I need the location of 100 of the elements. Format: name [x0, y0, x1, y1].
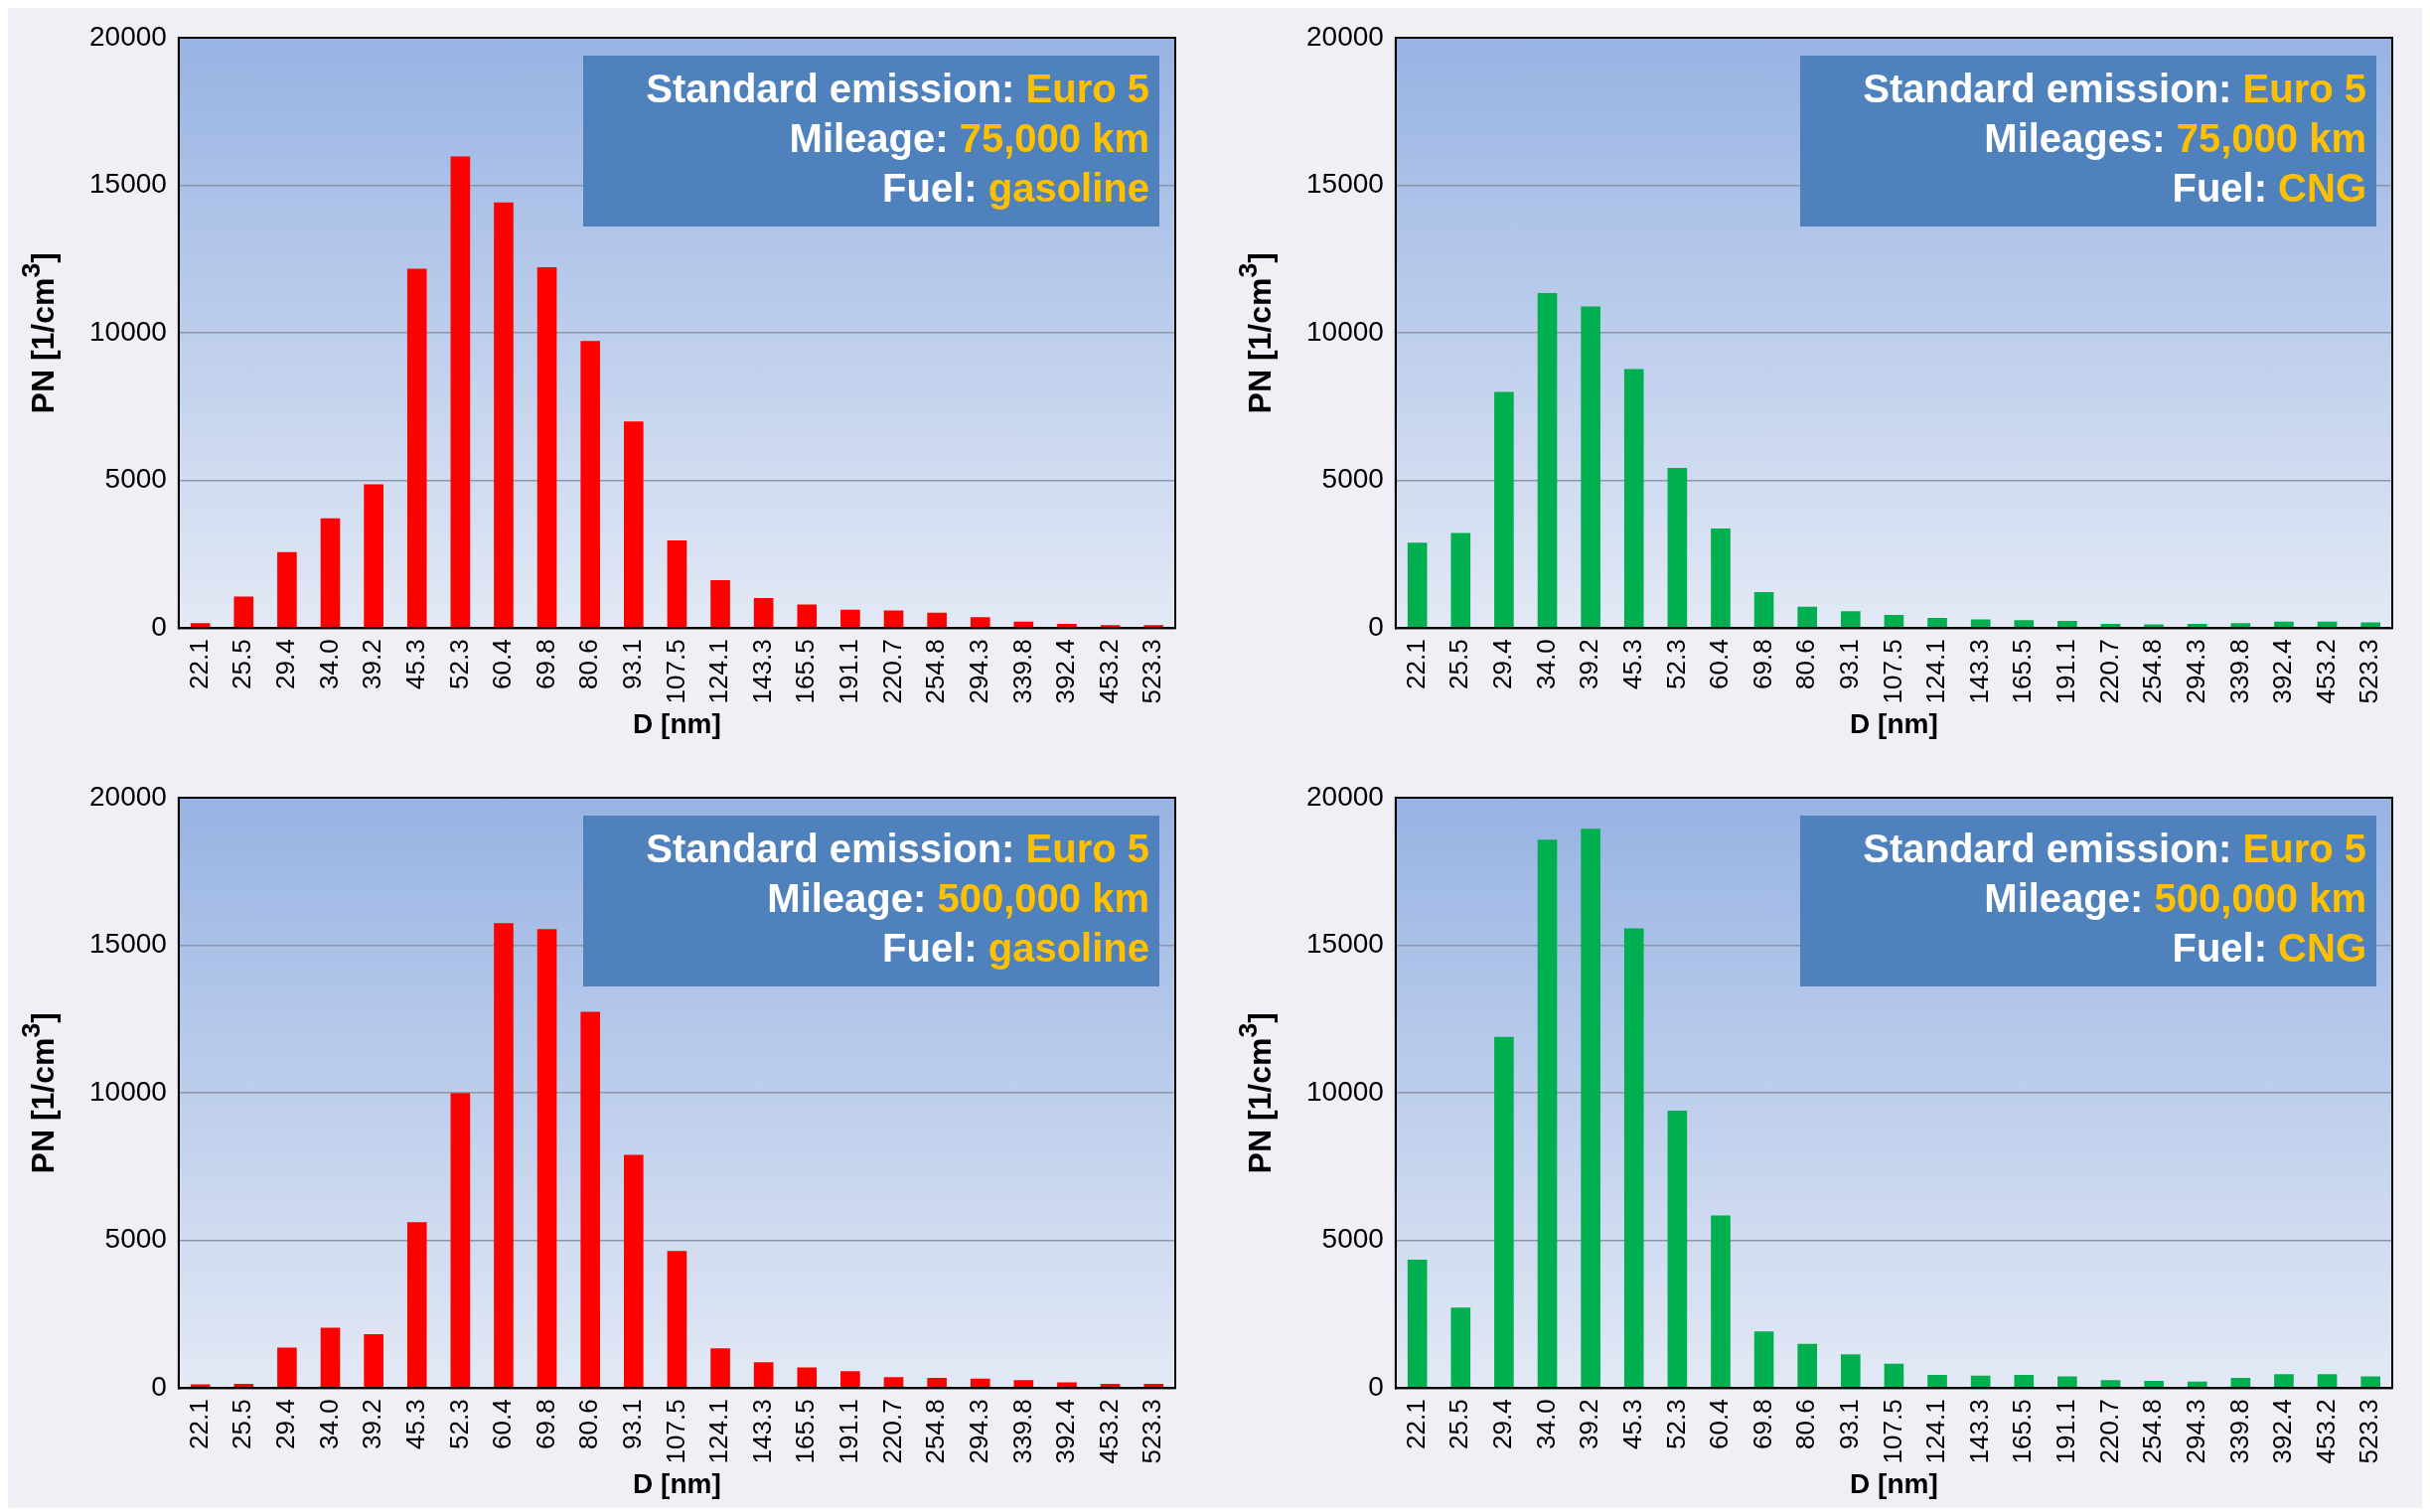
x-tick-label: 39.2 — [357, 1399, 387, 1449]
bar — [927, 1377, 947, 1388]
x-tick-label: 107.5 — [1877, 639, 1907, 704]
x-tick-label: 254.8 — [2137, 639, 2168, 704]
x-axis-title: D [nm] — [633, 1467, 721, 1499]
x-tick-label: 453.2 — [2310, 1399, 2341, 1464]
bar — [1970, 1375, 1991, 1388]
x-tick-label: 45.3 — [1616, 1399, 1647, 1449]
annotation: Mileages: 75,000 km — [1984, 116, 2366, 160]
bar — [624, 1154, 644, 1388]
x-tick-label: 191.1 — [834, 1399, 864, 1464]
x-tick-label: 22.1 — [1400, 1399, 1431, 1449]
x-tick-label: 124.1 — [1920, 639, 1951, 704]
x-tick-label: 124.1 — [1920, 1399, 1951, 1464]
bar — [1407, 542, 1428, 628]
x-tick-label: 254.8 — [920, 639, 951, 704]
x-tick-label: 339.8 — [1006, 1399, 1037, 1464]
annotation: Fuel: gasoline — [882, 926, 1149, 970]
bar — [1797, 606, 1818, 628]
annotation: Mileage: 500,000 km — [767, 876, 1149, 920]
bar — [364, 1334, 383, 1388]
bar — [450, 1093, 471, 1388]
x-tick-label: 124.1 — [703, 1399, 734, 1464]
x-tick-label: 34.0 — [1530, 639, 1561, 689]
x-tick-label: 25.5 — [1443, 639, 1474, 689]
bar — [840, 1371, 860, 1388]
y-tick-label: 20000 — [1305, 20, 1384, 52]
bar — [883, 1377, 904, 1388]
x-tick-label: 29.4 — [1487, 639, 1518, 689]
bar — [277, 1347, 297, 1388]
bar — [1494, 1036, 1514, 1388]
x-tick-label: 69.8 — [530, 1399, 560, 1449]
annotation: Fuel: CNG — [2172, 166, 2366, 210]
x-tick-label: 29.4 — [270, 639, 301, 689]
x-tick-label: 93.1 — [1833, 639, 1864, 689]
y-tick-label: 5000 — [1321, 463, 1384, 495]
bar — [1884, 1363, 1904, 1388]
bar — [536, 267, 557, 628]
x-tick-label: 220.7 — [876, 1399, 907, 1464]
x-tick-label: 143.3 — [746, 639, 777, 704]
bar — [233, 596, 254, 628]
bar — [797, 604, 818, 628]
x-tick-label: 107.5 — [660, 639, 690, 704]
y-tick-label: 5000 — [104, 463, 167, 495]
bar — [406, 1222, 427, 1388]
bar — [2230, 1377, 2251, 1388]
y-tick-label: 0 — [1368, 611, 1384, 643]
x-tick-label: 165.5 — [790, 1399, 821, 1464]
x-tick-label: 52.3 — [443, 639, 474, 689]
x-tick-label: 523.3 — [2354, 1399, 2384, 1464]
annotation: Fuel: gasoline — [882, 166, 1149, 210]
x-tick-label: 22.1 — [183, 1399, 214, 1449]
x-tick-label: 339.8 — [2223, 639, 2254, 704]
x-tick-label: 294.3 — [963, 1399, 993, 1464]
x-tick-label: 339.8 — [1006, 639, 1037, 704]
bar — [1753, 591, 1774, 628]
x-tick-label: 294.3 — [2180, 639, 2210, 704]
x-tick-label: 80.6 — [1790, 1399, 1821, 1449]
y-tick-label: 20000 — [88, 780, 167, 812]
x-tick-label: 69.8 — [1747, 639, 1777, 689]
x-tick-label: 34.0 — [313, 639, 344, 689]
x-tick-label: 39.2 — [1574, 1399, 1604, 1449]
y-tick-label: 10000 — [1305, 1075, 1384, 1107]
x-tick-label: 52.3 — [1660, 1399, 1691, 1449]
x-tick-label: 60.4 — [1704, 639, 1735, 689]
x-tick-label: 69.8 — [530, 639, 560, 689]
x-tick-label: 453.2 — [1093, 1399, 1124, 1464]
x-tick-label: 34.0 — [313, 1399, 344, 1449]
x-tick-label: 34.0 — [1530, 1399, 1561, 1449]
bar — [1841, 1354, 1861, 1388]
x-tick-label: 143.3 — [1963, 1399, 1994, 1464]
x-tick-label: 93.1 — [616, 1399, 647, 1449]
x-tick-label: 52.3 — [443, 1399, 474, 1449]
x-tick-label: 143.3 — [746, 1399, 777, 1464]
bar — [1797, 1343, 1818, 1388]
bar — [580, 1011, 601, 1388]
bar — [1143, 625, 1164, 628]
bar — [406, 268, 427, 628]
bar — [1753, 1331, 1774, 1388]
bar — [1013, 1380, 1034, 1388]
x-tick-label: 191.1 — [2050, 1399, 2081, 1464]
x-tick-label: 294.3 — [963, 639, 993, 704]
bar — [883, 610, 904, 628]
bar — [1884, 614, 1904, 628]
bar — [2057, 1376, 2077, 1388]
bar — [1927, 1374, 1947, 1388]
bar — [1970, 619, 1991, 628]
x-axis-title: D [nm] — [1850, 1467, 1938, 1499]
x-tick-label: 165.5 — [790, 639, 821, 704]
bar — [1841, 611, 1861, 628]
x-tick-label: 80.6 — [1790, 639, 1821, 689]
y-tick-label: 10000 — [88, 1075, 167, 1107]
bar — [1623, 928, 1644, 1388]
x-tick-label: 29.4 — [1487, 1399, 1518, 1449]
annotation: Mileage: 500,000 km — [1984, 876, 2366, 920]
x-tick-label: 392.4 — [1050, 639, 1081, 704]
bar — [580, 341, 601, 628]
bar — [450, 156, 471, 628]
bar — [277, 551, 297, 628]
annotation: Fuel: CNG — [2172, 926, 2366, 970]
